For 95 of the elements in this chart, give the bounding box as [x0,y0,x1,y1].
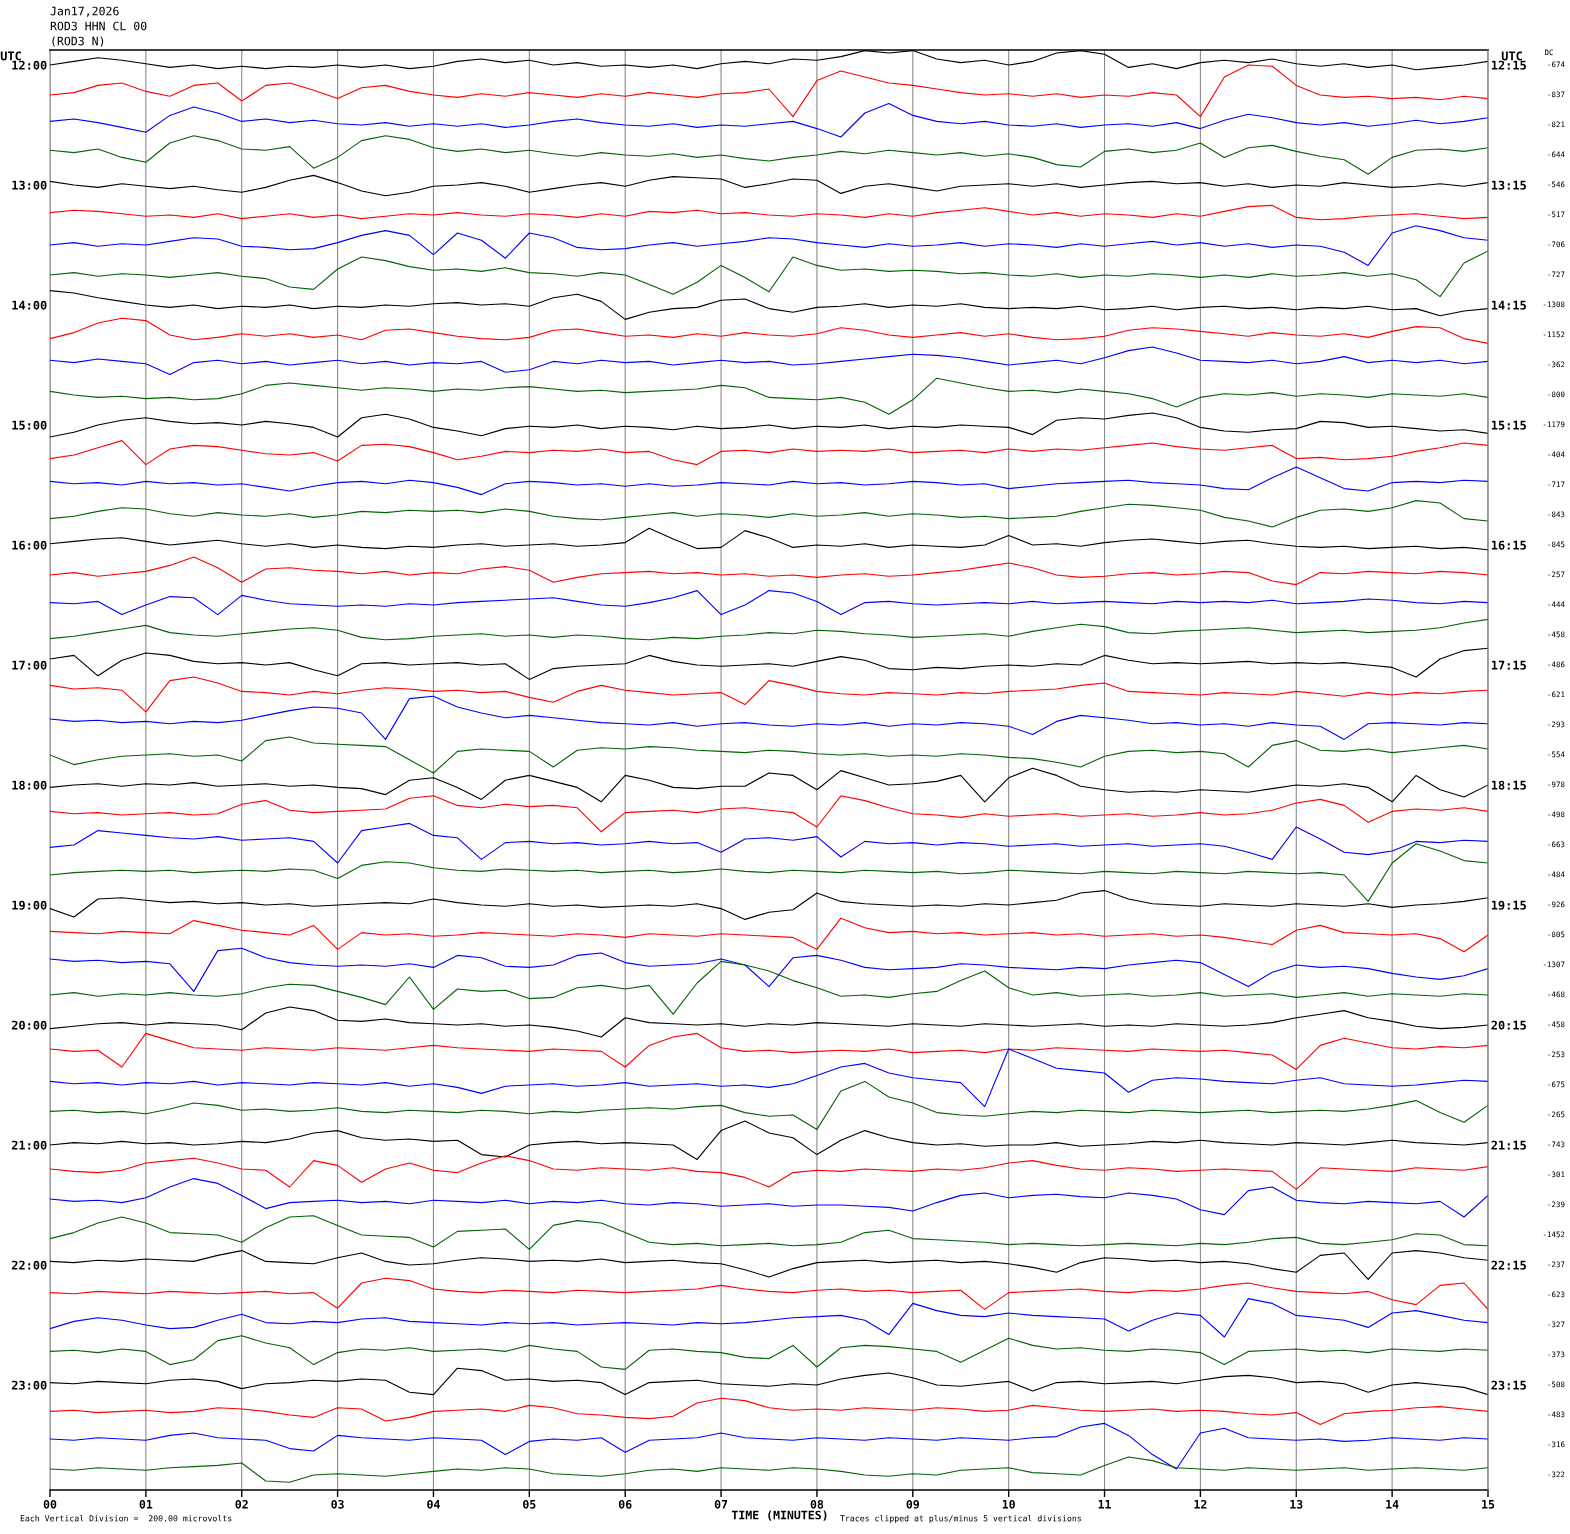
line-series [50,947,1488,992]
line-series [50,736,1488,774]
line-series [50,695,1488,740]
line-series [50,618,1488,641]
y-tick-label: 15:00 [12,420,47,430]
line-series [50,174,1488,197]
x-tick-label: 08 [810,1499,824,1509]
line-series [50,1298,1488,1338]
line-series [50,1048,1488,1108]
text: Traces clipped at plus/minus 5 vertical divisions [840,1515,1081,1523]
line-series [50,1178,1488,1218]
y-tick-label: 14:00 [12,300,47,310]
line-series [50,1155,1488,1190]
line-series [50,317,1488,344]
line-series [50,647,1488,680]
x-tick-label: 00 [43,1499,57,1509]
x-axis-title: TIME (MINUTES) [731,1510,827,1521]
line-series [50,1397,1488,1426]
x-tick-label: 05 [523,1499,536,1509]
line-series [50,466,1488,496]
text: Each Vertical Division = 200.00 microvolts [20,1515,232,1522]
x-tick-label: 01 [139,1499,153,1509]
line-series [50,590,1488,616]
y2-tick-label: 12:15 [1491,60,1526,70]
y-tick-label: 17:00 [12,660,47,670]
y2-tick-label: 17:15 [1491,660,1526,670]
x-tick-label: 07 [714,1499,728,1509]
x-tick-label: 13 [1290,1499,1303,1509]
line-series [50,1367,1488,1396]
chart-subtitle: ROD3 HHN CL 00 (ROD3 N) [50,21,147,47]
line-series [50,1250,1488,1280]
line-series [50,1006,1488,1038]
y-tick-label: 12:00 [12,60,47,70]
x-tick-label: 12 [1194,1499,1207,1509]
line-series [50,960,1488,1015]
y2-tick-label: 18:15 [1491,780,1526,790]
line-series [50,290,1488,320]
x-tick-label: 04 [427,1499,440,1509]
line-series [50,822,1488,864]
x-tick-label: 02 [235,1499,248,1509]
x-tick-label: 06 [618,1499,632,1509]
y-tick-label: 13:00 [12,180,47,190]
chart-title: Jan17,2026 [50,6,119,17]
line-series [50,500,1488,528]
y-tick-label: 23:00 [11,1380,47,1390]
y-tick-label: 18:00 [12,780,47,790]
x-tick-label: 15 [1482,1500,1495,1509]
line-series [50,795,1488,833]
line-series [50,917,1488,953]
line-series [50,1032,1488,1070]
line-series [50,50,1488,71]
line-series [50,1277,1488,1310]
y2-axis-title: UTC [1501,51,1522,61]
line-series [50,556,1488,586]
y2-tick-label: 23:15 [1491,1380,1526,1390]
y-tick-label: 22:00 [11,1260,47,1270]
line-series [50,527,1488,551]
y2-tick-label: 13:15 [1491,180,1526,190]
y2-tick-label: 16:15 [1491,540,1526,550]
line-series [50,1422,1488,1470]
y2-tick-label: 22:15 [1491,1260,1526,1270]
y2-tick-label: 20:15 [1491,1020,1526,1030]
y-tick-label: 21:00 [11,1140,47,1150]
y2-tick-label: 14:15 [1491,300,1526,310]
line-series [50,64,1488,118]
line-series [50,1080,1488,1130]
y-tick-label: 19:00 [12,900,47,910]
line-series [50,102,1488,138]
line-series [50,767,1488,803]
x-tick-label: 14 [1386,1500,1399,1509]
y-tick-label: 20:00 [11,1020,47,1030]
line-series [50,250,1488,298]
line-series [50,135,1488,175]
y2-tick-label: 19:15 [1491,900,1526,910]
x-tick-label: 10 [1002,1499,1015,1509]
y2-tick-label: 21:15 [1491,1140,1526,1150]
line-series [50,225,1488,266]
line-series [50,204,1488,221]
line-series [50,1456,1488,1483]
y-tick-label: 16:00 [12,540,47,550]
y-axis-title: UTC [0,51,21,61]
line-series [50,377,1488,415]
line-series [50,1335,1488,1370]
x-tick-label: 11 [1098,1500,1111,1509]
line-series [50,1215,1488,1250]
line-series [50,1120,1488,1160]
line-series [50,412,1488,438]
line-series [50,890,1488,920]
x-tick-label: 09 [906,1499,919,1509]
line-series [50,843,1488,902]
line-series [50,440,1488,466]
x-tick-label: 03 [331,1499,344,1509]
line-series [50,676,1488,713]
line-series [50,346,1488,376]
y2-tick-label: 15:15 [1491,420,1526,430]
